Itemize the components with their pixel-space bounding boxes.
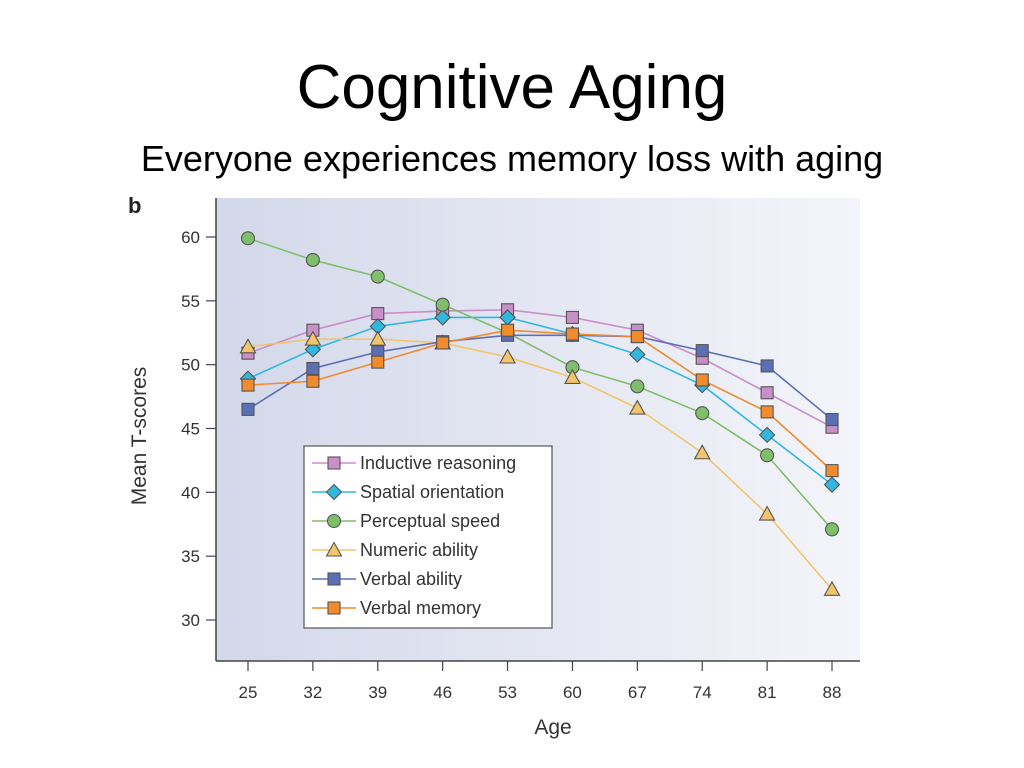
legend-label: Perceptual speed [360,511,500,531]
data-point-numeric-ability [628,399,646,415]
y-axis-title: Mean T-scores [128,367,151,506]
series-line-verbal-memory [247,329,833,472]
legend-marker [327,456,341,470]
data-point-numeric-ability [304,330,322,346]
data-point-perceptual-speed [240,231,256,246]
legend-item-perceptual-speed: Perceptual speed [312,511,500,531]
data-point-inductive-reasoning [565,310,579,324]
x-axis-title: Age [534,716,571,739]
x-tick-label: 25 [239,683,258,702]
data-point-spatial-orientation [434,309,451,326]
data-point-inductive-reasoning [371,307,385,321]
data-point-spatial-orientation [629,346,646,363]
x-tick-label: 53 [498,683,517,702]
data-point-perceptual-speed [370,269,385,284]
data-point-inductive-reasoning [760,386,774,400]
data-point-verbal-memory [371,355,385,369]
x-ticks: 25 32 39 46 53 60 67 74 81 88 [239,661,842,702]
x-tick-label: 81 [758,683,777,702]
series-layer [239,231,841,596]
slide-title: Cognitive Aging [296,53,728,122]
data-point-numeric-ability [758,505,776,521]
legend-label: Inductive reasoning [360,453,516,473]
y-tick-label: 55 [181,292,200,311]
legend-label: Spatial orientation [360,482,504,502]
data-point-numeric-ability [823,580,841,596]
data-point-numeric-ability [369,330,387,346]
x-tick-label: 88 [823,683,842,702]
data-point-perceptual-speed [435,297,450,312]
data-point-numeric-ability [564,368,581,384]
data-point-verbal-memory [436,336,450,350]
series-line-numeric-ability [247,338,833,590]
y-tick-label: 30 [181,611,200,630]
data-point-verbal-memory [565,327,579,341]
legend-item-verbal-memory: Verbal memory [312,598,481,618]
legend-box [303,445,553,629]
legend-label: Verbal memory [360,598,481,618]
data-point-numeric-ability [499,348,516,364]
y-tick-label: 35 [181,547,200,566]
series-line-perceptual-speed [247,237,833,530]
series-line-inductive-reasoning [247,308,833,428]
y-tick-label: 50 [181,356,200,375]
x-tick-label: 67 [628,683,647,702]
legend-marker [327,601,341,615]
series-line-verbal-ability [247,334,833,421]
data-point-verbal-memory [306,374,320,388]
data-point-verbal-memory [695,373,709,387]
legend-item-verbal-ability: Verbal ability [312,569,462,589]
x-tick-label: 39 [368,683,387,702]
legend-item-inductive-reasoning: Inductive reasoning [312,453,516,473]
legend-label: Numeric ability [360,540,478,560]
data-point-verbal-memory [630,330,644,344]
data-point-perceptual-speed [760,448,775,463]
legend: Inductive reasoning Spatial orientation Pe… [303,445,553,629]
y-ticks: 30 35 40 45 50 55 60 [181,228,216,630]
data-point-verbal-ability [306,361,320,376]
slide-subtitle: Everyone experiences memory loss with ag… [140,138,884,179]
data-point-verbal-memory [501,323,515,337]
legend-marker [325,541,343,557]
legend-item-numeric-ability: Numeric ability [312,540,478,560]
data-point-verbal-ability [825,413,839,427]
data-point-verbal-ability [241,402,255,416]
x-tick-label: 74 [693,683,712,702]
x-tick-label: 46 [433,683,452,702]
panel-letter: b [128,193,141,218]
x-tick-label: 32 [303,683,322,702]
y-tick-label: 45 [181,420,200,439]
data-point-spatial-orientation [758,426,776,444]
legend-marker [327,572,341,586]
data-point-numeric-ability [239,338,257,354]
data-point-numeric-ability [693,444,711,460]
legend-marker [325,483,343,501]
legend-item-spatial-orientation: Spatial orientation [312,482,504,502]
data-point-verbal-memory [825,464,839,478]
data-point-perceptual-speed [824,522,840,537]
y-tick-label: 40 [181,483,200,502]
data-point-perceptual-speed [630,379,645,394]
data-point-verbal-memory [760,405,774,419]
data-point-perceptual-speed [305,252,320,268]
x-tick-label: 60 [563,683,582,702]
series-line-spatial-orientation [247,316,833,486]
data-point-spatial-orientation [823,476,841,493]
legend-marker [326,513,342,529]
data-point-verbal-ability [695,344,709,358]
series-numeric-ability [239,330,841,596]
legend-label: Verbal ability [360,569,462,589]
data-point-verbal-memory [241,378,255,392]
y-tick-label: 60 [181,228,200,247]
data-point-verbal-ability [760,359,774,373]
data-point-perceptual-speed [695,406,710,421]
series-verbal-memory [241,323,839,478]
